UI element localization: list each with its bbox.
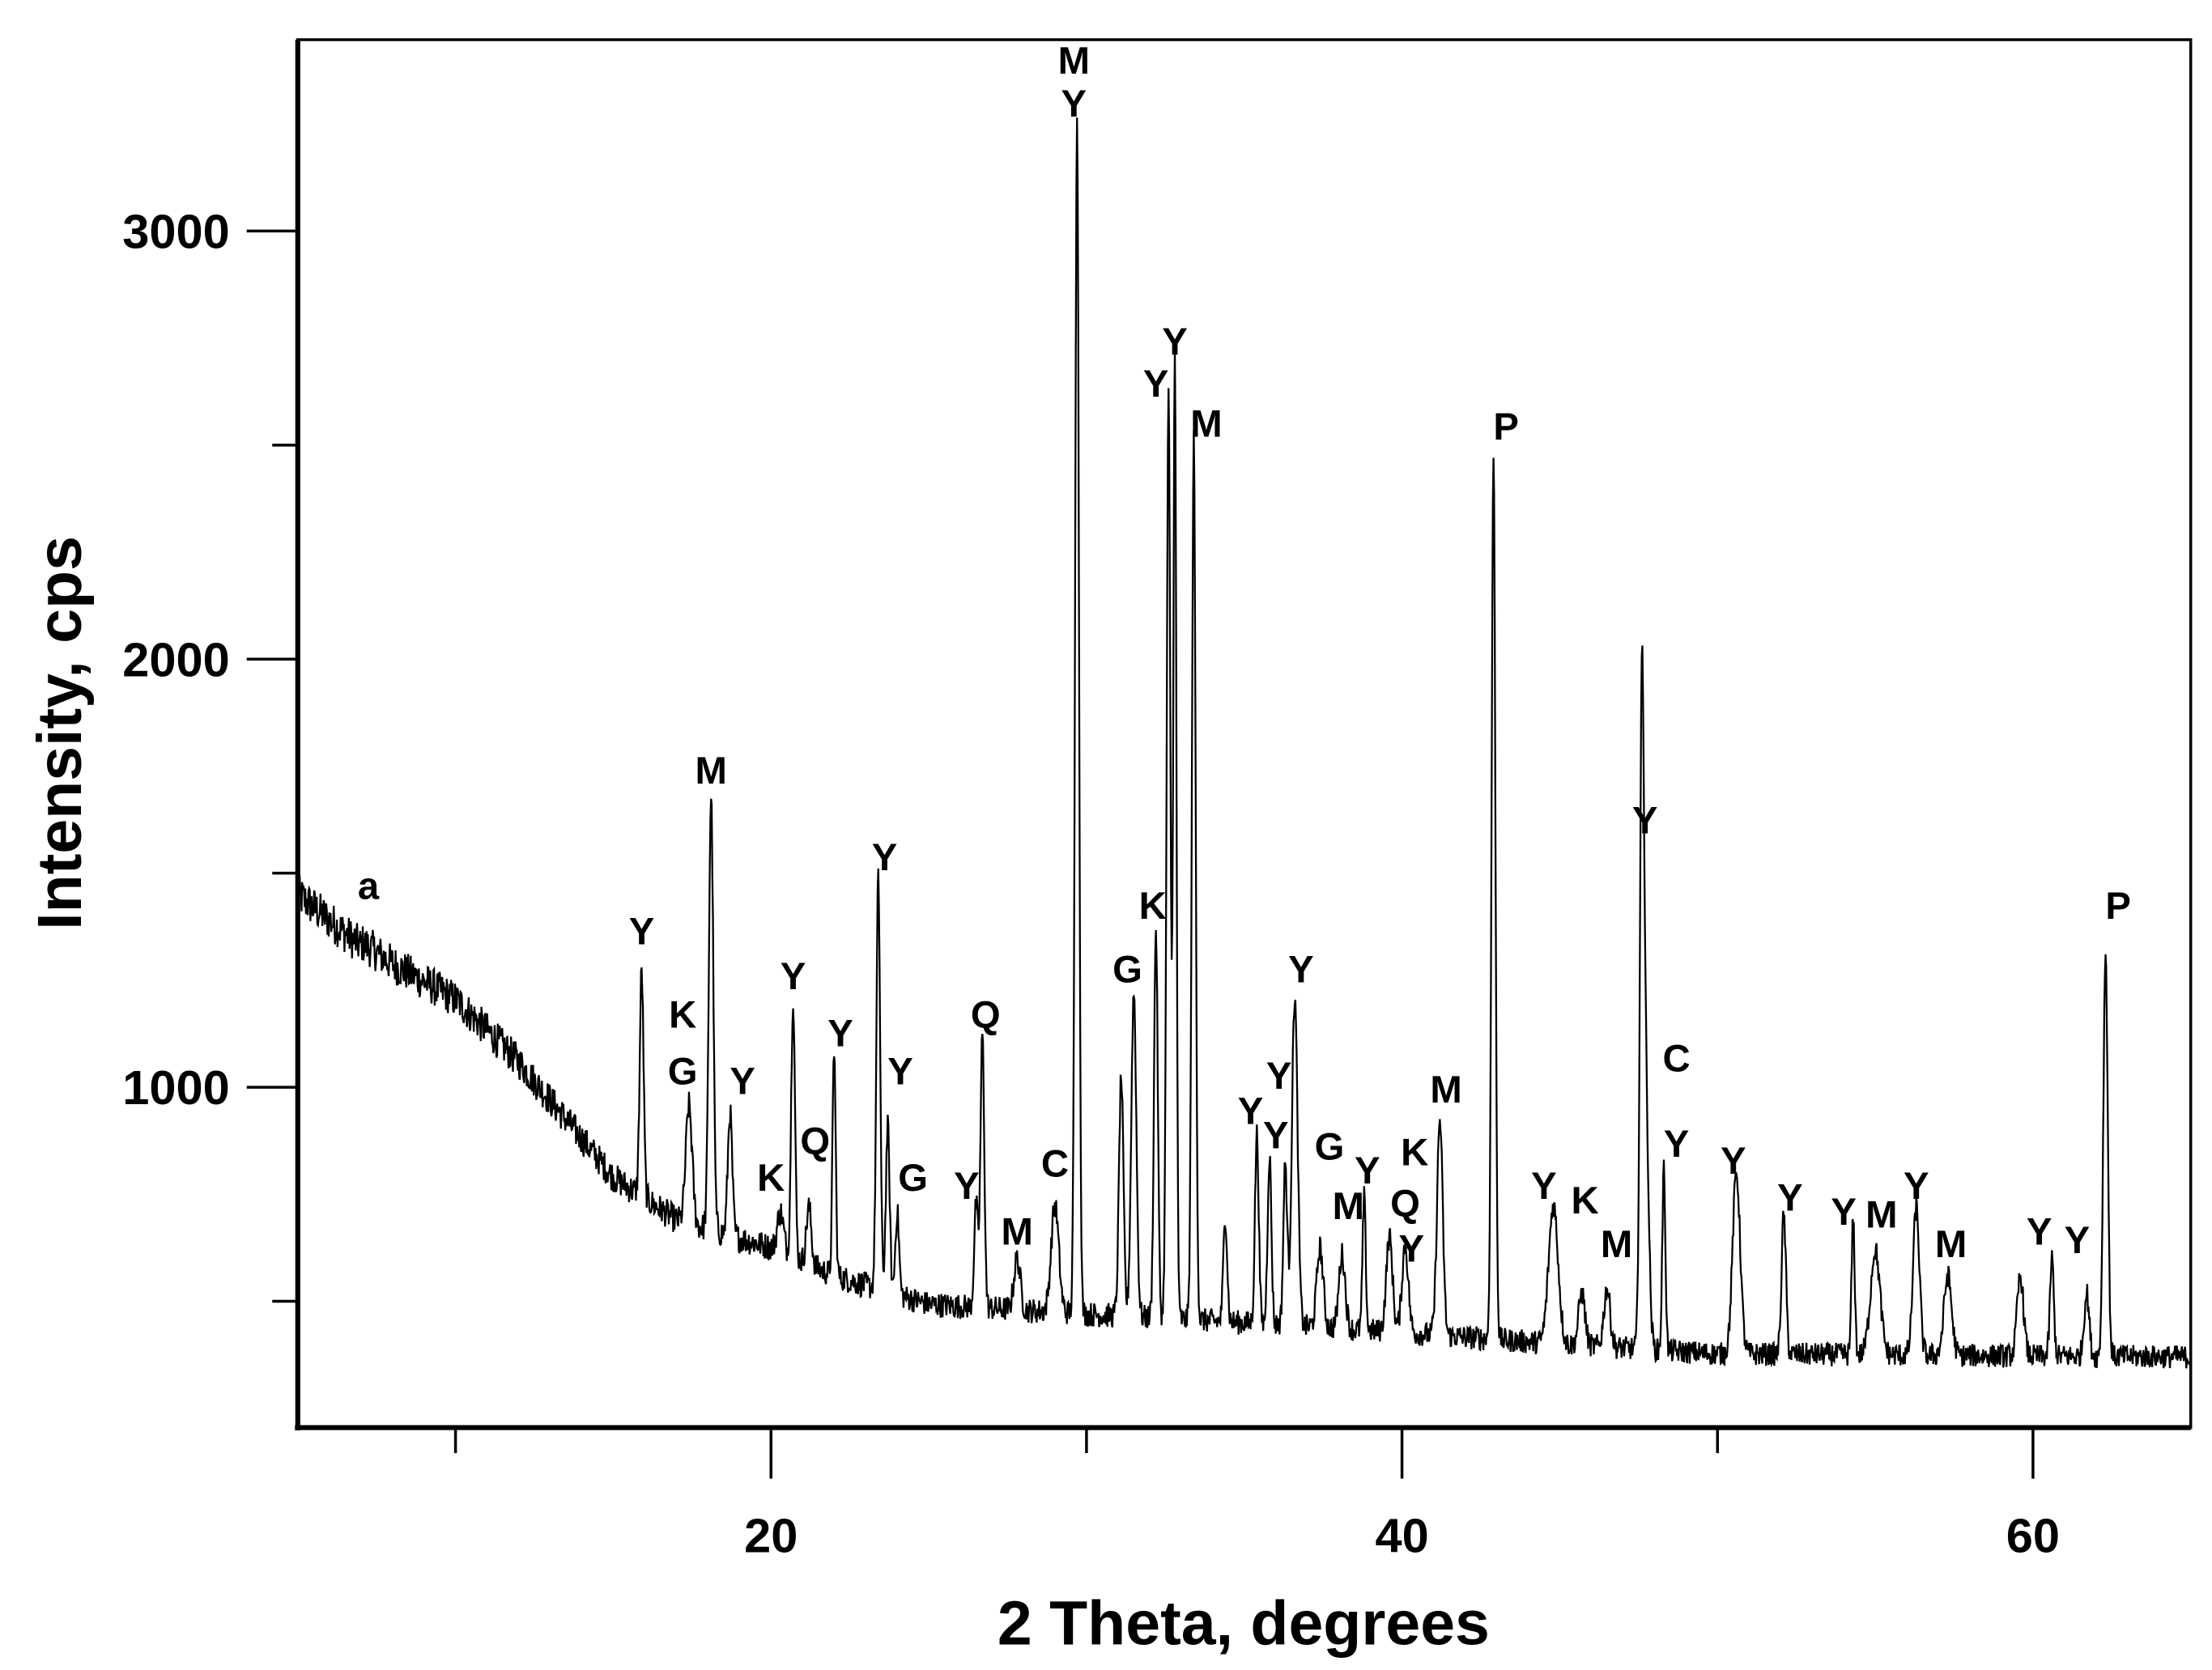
- peak-label-M: M: [1190, 402, 1222, 445]
- peak-label-M: M: [696, 750, 727, 793]
- peak-label-M: M: [1601, 1223, 1632, 1266]
- peak-label-Y: Y: [1355, 1149, 1380, 1192]
- peak-label-Y: Y: [2065, 1219, 2091, 1262]
- plot-area: [296, 117, 2191, 1369]
- peak-label-M: M: [1333, 1185, 1364, 1228]
- peak-label-Y: Y: [1061, 83, 1087, 125]
- x-tick-label: 40: [1375, 1509, 1428, 1563]
- axes: 20 40 60 1000 2000 3000: [122, 38, 2193, 1563]
- peak-label-Y: Y: [1143, 363, 1169, 406]
- peak-label-Y: Y: [1263, 1114, 1289, 1157]
- y-tick-label: 1000: [122, 1060, 229, 1115]
- peak-label-Y: Y: [954, 1165, 980, 1208]
- peak-label-K: K: [757, 1157, 785, 1200]
- peak-label-Y: Y: [827, 1012, 853, 1055]
- peak-label-K: K: [1401, 1131, 1428, 1174]
- y-tick-label: 2000: [122, 632, 229, 686]
- peak-label-Y: Y: [1162, 321, 1188, 363]
- peak-label-K: K: [1139, 885, 1167, 928]
- peak-label-K: K: [669, 994, 696, 1037]
- peak-label-G: G: [1315, 1126, 1345, 1169]
- peak-label-G: G: [1112, 949, 1142, 992]
- peak-label-P: P: [1493, 406, 1519, 448]
- peak-label-Y: Y: [1904, 1165, 1929, 1208]
- peak-label-P: P: [2105, 885, 2131, 928]
- peak-label-Y: Y: [781, 955, 806, 998]
- peak-label-Q: Q: [1390, 1182, 1420, 1225]
- peak-label-Y: Y: [1721, 1140, 1746, 1183]
- peak-label-Y: Y: [1288, 949, 1314, 992]
- y-axis-label: Intensity, cps: [25, 536, 95, 930]
- peak-label-M: M: [1865, 1194, 1897, 1237]
- peak-label-Y: Y: [1238, 1090, 1264, 1133]
- peak-label-G: G: [668, 1050, 698, 1093]
- peak-label-C: C: [1663, 1038, 1691, 1081]
- peak-label-Y: Y: [1777, 1176, 1803, 1219]
- peak-label-a: a: [358, 865, 380, 907]
- peak-label-Y: Y: [629, 911, 655, 954]
- peak-label-Y: Y: [1531, 1165, 1557, 1208]
- peak-label-C: C: [1041, 1143, 1069, 1186]
- plot-frame: [296, 38, 2193, 1430]
- peak-label-Y: Y: [887, 1050, 913, 1093]
- x-axis-label: 2 Theta, degrees: [998, 1588, 1490, 1658]
- peak-label-M: M: [1002, 1210, 1033, 1253]
- peak-label-M: M: [1058, 40, 1090, 83]
- x-tick-label: 20: [744, 1509, 798, 1563]
- diffraction-pattern-line: [296, 117, 2191, 1369]
- x-tick-label: 60: [2006, 1509, 2060, 1563]
- peak-label-Y: Y: [1831, 1191, 1857, 1234]
- peak-label-Y: Y: [1266, 1055, 1292, 1098]
- y-tick-label: 3000: [122, 204, 229, 258]
- peak-label-M: M: [1430, 1069, 1461, 1111]
- peak-label-K: K: [1572, 1179, 1599, 1222]
- peak-label-Y: Y: [1664, 1123, 1690, 1166]
- peak-label-Y: Y: [1632, 800, 1658, 843]
- peak-label-Q: Q: [971, 994, 1001, 1037]
- peak-label-Q: Q: [800, 1120, 830, 1163]
- peak-label-Y: Y: [2027, 1210, 2052, 1253]
- peak-label-G: G: [898, 1157, 928, 1200]
- peak-label-M: M: [1935, 1223, 1967, 1266]
- peak-label-Y: Y: [872, 836, 898, 879]
- peak-label-Y: Y: [730, 1060, 755, 1103]
- peak-label-Y: Y: [1399, 1227, 1425, 1270]
